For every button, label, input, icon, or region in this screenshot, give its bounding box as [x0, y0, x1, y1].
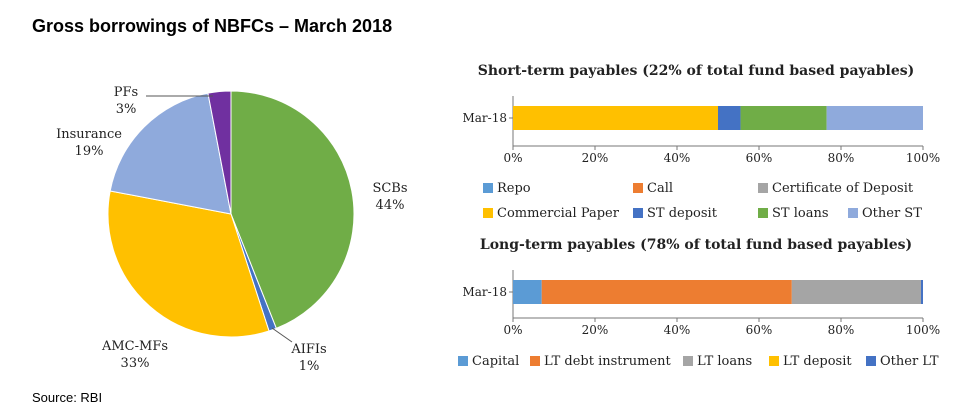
legend-swatch-lt-deposit: [769, 356, 779, 366]
pie-value-amc-mfs: 33%: [121, 356, 150, 371]
legend-swatch-repo: [483, 183, 493, 193]
pie-value-insurance: 19%: [75, 144, 104, 159]
chart-title: Gross borrowings of NBFCs – March 2018: [32, 16, 393, 36]
legend-label-capital: Capital: [472, 354, 519, 369]
x-tick-label: 100%: [906, 323, 940, 337]
bar-title: Long-term payables (78% of total fund ba…: [480, 237, 912, 253]
legend-label-st-loans: ST loans: [772, 206, 829, 221]
bar-segment-st-loans: [740, 106, 827, 130]
bar-segment-lt-loans: [791, 280, 921, 304]
short-term-bar-chart: Short-term payables (22% of total fund b…: [462, 63, 940, 221]
pie-value-pfs: 3%: [116, 102, 137, 117]
pie-slice-scbs: [230, 90, 355, 330]
legend-swatch-call: [633, 183, 643, 193]
x-tick-label: 100%: [906, 151, 940, 165]
legend-label-other-lt: Other LT: [880, 354, 939, 369]
legend-swatch-certificate-of-deposit: [758, 183, 768, 193]
bar-segment-st-deposit: [718, 106, 741, 130]
y-tick-label: Mar-18: [462, 285, 507, 299]
x-tick-label: 0%: [503, 151, 522, 165]
bar-segment-lt-debt-instrument: [541, 280, 792, 304]
bar-segment-capital: [513, 280, 542, 304]
legend-label-lt-loans: LT loans: [697, 354, 752, 369]
long-term-bar-chart: Long-term payables (78% of total fund ba…: [458, 237, 940, 369]
bar-segment-commercial-paper: [513, 106, 718, 130]
bar-title: Short-term payables (22% of total fund b…: [478, 63, 915, 79]
legend-swatch-capital: [458, 356, 468, 366]
bar-segment-other-st: [826, 106, 923, 130]
pie-value-scbs: 44%: [376, 198, 405, 213]
legend-swatch-lt-debt-instrument: [530, 356, 540, 366]
legend-swatch-other-lt: [866, 356, 876, 366]
legend-swatch-st-deposit: [633, 208, 643, 218]
pie-label-pfs: PFs: [114, 85, 138, 100]
pie-leader-aifis: [271, 327, 293, 343]
legend-swatch-lt-loans: [683, 356, 693, 366]
x-tick-label: 40%: [664, 151, 691, 165]
pie-label-insurance: Insurance: [56, 127, 122, 142]
legend-label-lt-debt-instrument: LT debt instrument: [544, 354, 671, 369]
pie-label-scbs: SCBs: [372, 181, 407, 196]
pie-slice-amc-mfs: [107, 190, 270, 338]
legend-swatch-commercial-paper: [483, 208, 493, 218]
pie-chart: SCBs 44% AIFIs 1% AMC-MFs 33% Insurance 19% PFs 3…: [56, 85, 407, 374]
x-tick-label: 60%: [746, 151, 773, 165]
legend-label-st-deposit: ST deposit: [647, 206, 718, 221]
x-tick-label: 80%: [828, 323, 855, 337]
legend-label-lt-deposit: LT deposit: [783, 354, 852, 369]
pie-label-aifis: AIFIs: [290, 342, 326, 357]
x-tick-label: 0%: [503, 323, 522, 337]
x-tick-label: 80%: [828, 151, 855, 165]
legend-label-repo: Repo: [497, 181, 531, 196]
x-tick-label: 40%: [664, 323, 691, 337]
legend-label-other-st: Other ST: [862, 206, 922, 221]
source-note: Source: RBI: [32, 390, 103, 405]
x-tick-label: 20%: [582, 323, 609, 337]
x-tick-label: 60%: [746, 323, 773, 337]
pie-label-amc-mfs: AMC-MFs: [101, 339, 168, 354]
pie-value-aifis: 1%: [299, 359, 320, 374]
legend-label-commercial-paper: Commercial Paper: [497, 206, 620, 221]
legend-swatch-st-loans: [758, 208, 768, 218]
legend-label-certificate-of-deposit: Certificate of Deposit: [772, 181, 914, 196]
legend-label-call: Call: [647, 181, 673, 196]
bar-segment-other-lt: [920, 280, 923, 304]
legend-swatch-other-st: [848, 208, 858, 218]
pie-slice-pfs: [207, 90, 232, 215]
x-tick-label: 20%: [582, 151, 609, 165]
y-tick-label: Mar-18: [462, 111, 507, 125]
